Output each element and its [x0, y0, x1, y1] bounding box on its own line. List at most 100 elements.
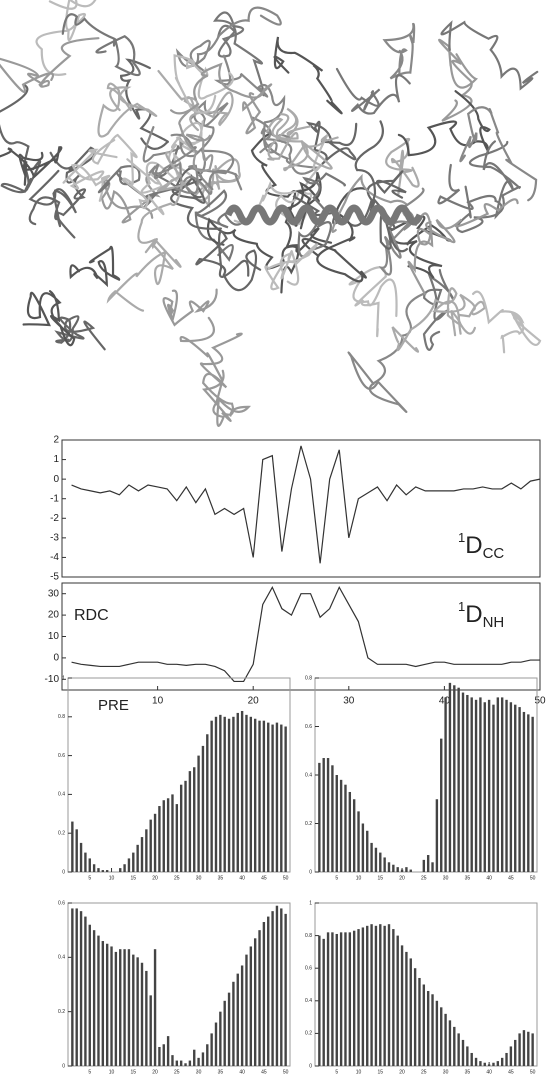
x-tick-label: 45 — [261, 1069, 267, 1075]
x-tick-label: 10 — [109, 875, 115, 881]
x-tick-label: 15 — [378, 875, 384, 881]
bar — [348, 791, 352, 872]
bar — [214, 716, 218, 872]
x-tick-label: 25 — [421, 875, 427, 881]
bar — [457, 687, 460, 872]
protein-trace — [173, 54, 234, 114]
bar — [444, 1013, 447, 1066]
bar — [518, 707, 521, 872]
bar — [379, 852, 382, 872]
bar — [422, 859, 426, 872]
bar — [97, 935, 100, 1066]
y-tick-label: 0.8 — [58, 714, 65, 720]
protein-trace — [438, 38, 479, 122]
y-tick-label: 0.2 — [305, 821, 312, 827]
y-tick-label: 2 — [53, 435, 59, 446]
protein-trace — [273, 36, 343, 115]
protein-trace — [391, 287, 462, 353]
protein-trace — [28, 169, 78, 227]
bar — [335, 775, 338, 872]
bar — [466, 1046, 469, 1066]
bar — [75, 829, 78, 872]
protein-trace — [305, 120, 358, 165]
protein-trace — [157, 70, 234, 132]
protein-trace — [62, 148, 118, 202]
bar — [392, 864, 395, 872]
bar — [474, 699, 478, 872]
bar — [383, 857, 386, 872]
x-tick-label: 50 — [530, 1069, 536, 1075]
protein-trace — [22, 290, 76, 347]
x-tick-label: 30 — [196, 1069, 202, 1075]
protein-trace — [170, 102, 214, 172]
bar — [527, 714, 530, 872]
bar — [132, 954, 135, 1066]
bar — [184, 780, 187, 872]
protein-trace — [175, 6, 282, 72]
x-tick-label: 45 — [508, 875, 514, 881]
bar — [500, 1057, 504, 1066]
bar — [193, 1049, 196, 1066]
protein-trace — [437, 140, 515, 220]
protein-trace — [97, 82, 158, 138]
bar — [370, 842, 373, 872]
protein-trace — [61, 13, 141, 77]
bar — [119, 868, 122, 872]
bar — [400, 945, 404, 1066]
bar — [322, 758, 325, 872]
bar — [392, 929, 395, 1066]
y-tick-label: 0.4 — [58, 792, 65, 798]
bar — [210, 720, 213, 872]
protein-trace — [348, 266, 398, 338]
bar — [75, 908, 78, 1066]
bar — [110, 946, 113, 1066]
bar — [479, 1061, 482, 1066]
bar — [227, 992, 231, 1066]
bar — [514, 1039, 517, 1066]
bar — [470, 1052, 473, 1066]
bar — [79, 842, 83, 872]
bar — [374, 925, 378, 1066]
x-tick-label: 50 — [530, 875, 536, 881]
bar — [92, 930, 96, 1066]
y-tick-label: -4 — [50, 552, 59, 563]
bar — [479, 697, 482, 872]
x-tick-label: 15 — [131, 875, 137, 881]
x-tick-label: 5 — [88, 875, 91, 881]
protein-trace — [69, 245, 121, 288]
y-tick-label: -1 — [50, 493, 59, 504]
x-tick-label: 50 — [534, 696, 546, 707]
bar — [188, 771, 192, 872]
bar — [335, 933, 338, 1066]
bar — [383, 925, 386, 1066]
bar — [166, 1036, 170, 1066]
bar — [352, 799, 356, 872]
y-tick-label: 0.6 — [58, 900, 65, 906]
x-tick-label: 25 — [421, 1069, 427, 1075]
protein-trace — [194, 189, 244, 262]
x-tick-label: 25 — [174, 1069, 180, 1075]
label-sup: 1 — [458, 530, 465, 545]
x-tick-label: 50 — [283, 875, 289, 881]
bar — [166, 798, 170, 872]
plot-frame — [61, 439, 541, 578]
bar — [280, 724, 283, 872]
x-tick-label: 40 — [486, 875, 492, 881]
bar — [361, 927, 365, 1066]
label-sub: CC — [483, 545, 505, 562]
y-tick-label: 0.8 — [305, 675, 312, 681]
bar — [318, 762, 321, 872]
plot-frame — [67, 902, 291, 1067]
bar — [357, 929, 360, 1066]
x-tick-label: 5 — [335, 1069, 338, 1075]
bar — [219, 1011, 222, 1066]
bar — [153, 813, 157, 872]
bar — [201, 745, 205, 872]
x-tick-label: 30 — [196, 875, 202, 881]
bar — [374, 847, 378, 872]
bar — [487, 699, 491, 872]
bar — [492, 1062, 495, 1066]
y-tick-label: 0.4 — [58, 955, 65, 961]
bar — [79, 911, 83, 1066]
